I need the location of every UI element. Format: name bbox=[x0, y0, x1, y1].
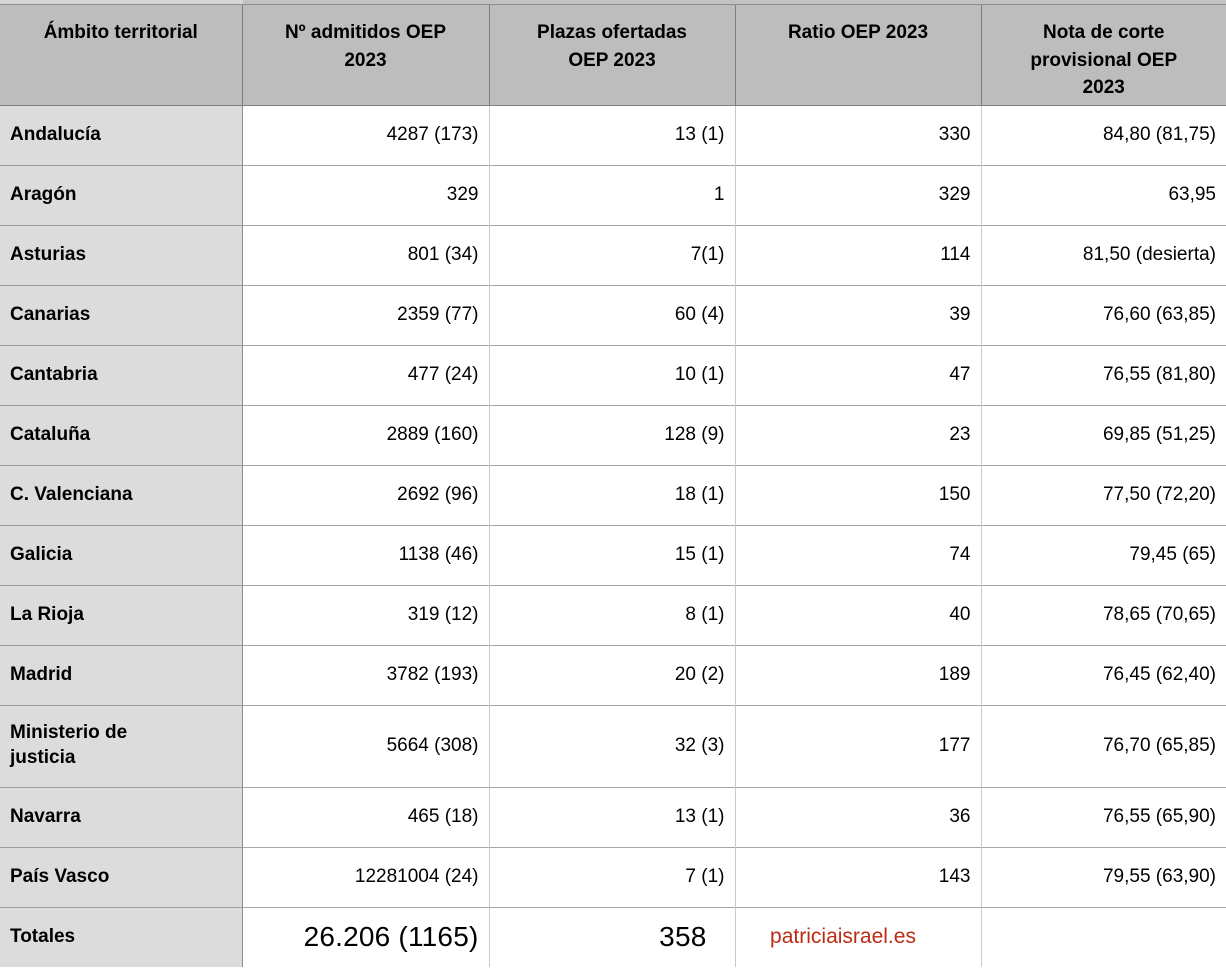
cell-plazas: 1 bbox=[488, 164, 735, 225]
cell-ratio: 36 bbox=[734, 786, 981, 847]
table-row-cantabria: Cantabria 477 (24) 10 (1) 47 76,55 (81,8… bbox=[0, 344, 1226, 405]
table-row-pais-vasco: País Vasco 12281004 (24) 7 (1) 143 79,55… bbox=[0, 846, 1226, 907]
col-header-nota-corte: Nota de corte provisional OEP 2023 bbox=[980, 5, 1226, 106]
cell-nota: 69,85 (51,25) bbox=[980, 404, 1226, 465]
row-label: Cataluña bbox=[0, 404, 243, 465]
cell-ratio: 23 bbox=[734, 404, 981, 465]
cell-ratio: 74 bbox=[734, 524, 981, 585]
cell-plazas: 10 (1) bbox=[488, 344, 735, 405]
oep-2023-table: Ámbito territorial Nº admitidos OEP 2023… bbox=[0, 5, 1226, 967]
row-label: Galicia bbox=[0, 524, 243, 585]
cell-total-admitidos: 26.206 (1165) bbox=[241, 906, 489, 967]
cell-admitidos: 12281004 (24) bbox=[241, 846, 489, 907]
website-watermark: patriciaisrael.es bbox=[734, 906, 981, 967]
cell-nota: 76,55 (65,90) bbox=[980, 786, 1226, 847]
cell-ratio: 330 bbox=[734, 104, 981, 165]
row-label: Totales bbox=[0, 906, 243, 967]
row-label: C. Valenciana bbox=[0, 464, 243, 525]
cell-plazas: 128 (9) bbox=[488, 404, 735, 465]
cell-admitidos: 2359 (77) bbox=[241, 284, 489, 345]
cell-nota: 76,60 (63,85) bbox=[980, 284, 1226, 345]
table-row-aragon: Aragón 329 1 329 63,95 bbox=[0, 164, 1226, 225]
table-row-navarra: Navarra 465 (18) 13 (1) 36 76,55 (65,90) bbox=[0, 786, 1226, 847]
row-label: La Rioja bbox=[0, 584, 243, 645]
cell-admitidos: 319 (12) bbox=[241, 584, 489, 645]
totals-row: Totales 26.206 (1165) 358 patriciaisrael… bbox=[0, 906, 1226, 967]
cell-plazas: 20 (2) bbox=[488, 644, 735, 705]
cell-ratio: 150 bbox=[734, 464, 981, 525]
cell-ratio: 143 bbox=[734, 846, 981, 907]
cell-ratio: 47 bbox=[734, 344, 981, 405]
row-label: Andalucía bbox=[0, 104, 243, 165]
row-label: País Vasco bbox=[0, 846, 243, 907]
table-row-canarias: Canarias 2359 (77) 60 (4) 39 76,60 (63,8… bbox=[0, 284, 1226, 345]
row-label: Madrid bbox=[0, 644, 243, 705]
cell-ratio: 114 bbox=[734, 224, 981, 285]
cell-admitidos: 465 (18) bbox=[241, 786, 489, 847]
cell-nota: 84,80 (81,75) bbox=[980, 104, 1226, 165]
cell-nota: 79,45 (65) bbox=[980, 524, 1226, 585]
cell-nota: 76,55 (81,80) bbox=[980, 344, 1226, 405]
cell-total-plazas: 358 bbox=[488, 906, 735, 967]
cell-admitidos: 801 (34) bbox=[241, 224, 489, 285]
cell-nota: 77,50 (72,20) bbox=[980, 464, 1226, 525]
cell-nota: 78,65 (70,65) bbox=[980, 584, 1226, 645]
cell-plazas: 7(1) bbox=[488, 224, 735, 285]
table-row-madrid: Madrid 3782 (193) 20 (2) 189 76,45 (62,4… bbox=[0, 644, 1226, 705]
cell-admitidos: 4287 (173) bbox=[241, 104, 489, 165]
cell-admitidos: 2692 (96) bbox=[241, 464, 489, 525]
table-row-ministerio-justicia: Ministerio de justicia 5664 (308) 32 (3)… bbox=[0, 704, 1226, 787]
col-header-ambito-territorial: Ámbito territorial bbox=[0, 5, 243, 106]
cell-admitidos: 477 (24) bbox=[241, 344, 489, 405]
table-row-c-valenciana: C. Valenciana 2692 (96) 18 (1) 150 77,50… bbox=[0, 464, 1226, 525]
table-header: Ámbito territorial Nº admitidos OEP 2023… bbox=[0, 5, 1226, 106]
cell-admitidos: 1138 (46) bbox=[241, 524, 489, 585]
row-label: Canarias bbox=[0, 284, 243, 345]
header-row: Ámbito territorial Nº admitidos OEP 2023… bbox=[0, 5, 1226, 106]
cell-plazas: 8 (1) bbox=[488, 584, 735, 645]
table-row-galicia: Galicia 1138 (46) 15 (1) 74 79,45 (65) bbox=[0, 524, 1226, 585]
cell-plazas: 18 (1) bbox=[488, 464, 735, 525]
cell-plazas: 7 (1) bbox=[488, 846, 735, 907]
cell-ratio: 177 bbox=[734, 704, 981, 787]
col-header-admitidos: Nº admitidos OEP 2023 bbox=[241, 5, 490, 106]
row-label: Navarra bbox=[0, 786, 243, 847]
table-row-la-rioja: La Rioja 319 (12) 8 (1) 40 78,65 (70,65) bbox=[0, 584, 1226, 645]
row-label: Cantabria bbox=[0, 344, 243, 405]
cell-admitidos: 2889 (160) bbox=[241, 404, 489, 465]
cell-admitidos: 5664 (308) bbox=[241, 704, 489, 787]
row-label: Asturias bbox=[0, 224, 243, 285]
cell-nota: 76,70 (65,85) bbox=[980, 704, 1226, 787]
cell-plazas: 13 (1) bbox=[488, 786, 735, 847]
cell-ratio: 329 bbox=[734, 164, 981, 225]
table-row-andalucia: Andalucía 4287 (173) 13 (1) 330 84,80 (8… bbox=[0, 104, 1226, 165]
cell-nota-empty bbox=[980, 906, 1226, 967]
cell-nota: 76,45 (62,40) bbox=[980, 644, 1226, 705]
cell-ratio: 40 bbox=[734, 584, 981, 645]
cell-admitidos: 3782 (193) bbox=[241, 644, 489, 705]
table-row-cataluna: Cataluña 2889 (160) 128 (9) 23 69,85 (51… bbox=[0, 404, 1226, 465]
row-label: Ministerio de justicia bbox=[0, 704, 243, 787]
cell-nota: 63,95 bbox=[980, 164, 1226, 225]
cell-plazas: 15 (1) bbox=[488, 524, 735, 585]
cell-plazas: 60 (4) bbox=[488, 284, 735, 345]
cell-ratio: 189 bbox=[734, 644, 981, 705]
row-label: Aragón bbox=[0, 164, 243, 225]
cell-plazas: 32 (3) bbox=[488, 704, 735, 787]
cell-nota: 81,50 (desierta) bbox=[980, 224, 1226, 285]
cell-ratio: 39 bbox=[734, 284, 981, 345]
cropped-row-remnant bbox=[0, 0, 1226, 5]
cell-admitidos: 329 bbox=[241, 164, 489, 225]
col-header-ratio: Ratio OEP 2023 bbox=[734, 5, 982, 106]
table-row-asturias: Asturias 801 (34) 7(1) 114 81,50 (desier… bbox=[0, 224, 1226, 285]
table-body: Andalucía 4287 (173) 13 (1) 330 84,80 (8… bbox=[0, 104, 1226, 967]
col-header-plazas: Plazas ofertadas OEP 2023 bbox=[488, 5, 736, 106]
cell-nota: 79,55 (63,90) bbox=[980, 846, 1226, 907]
cell-plazas: 13 (1) bbox=[488, 104, 735, 165]
